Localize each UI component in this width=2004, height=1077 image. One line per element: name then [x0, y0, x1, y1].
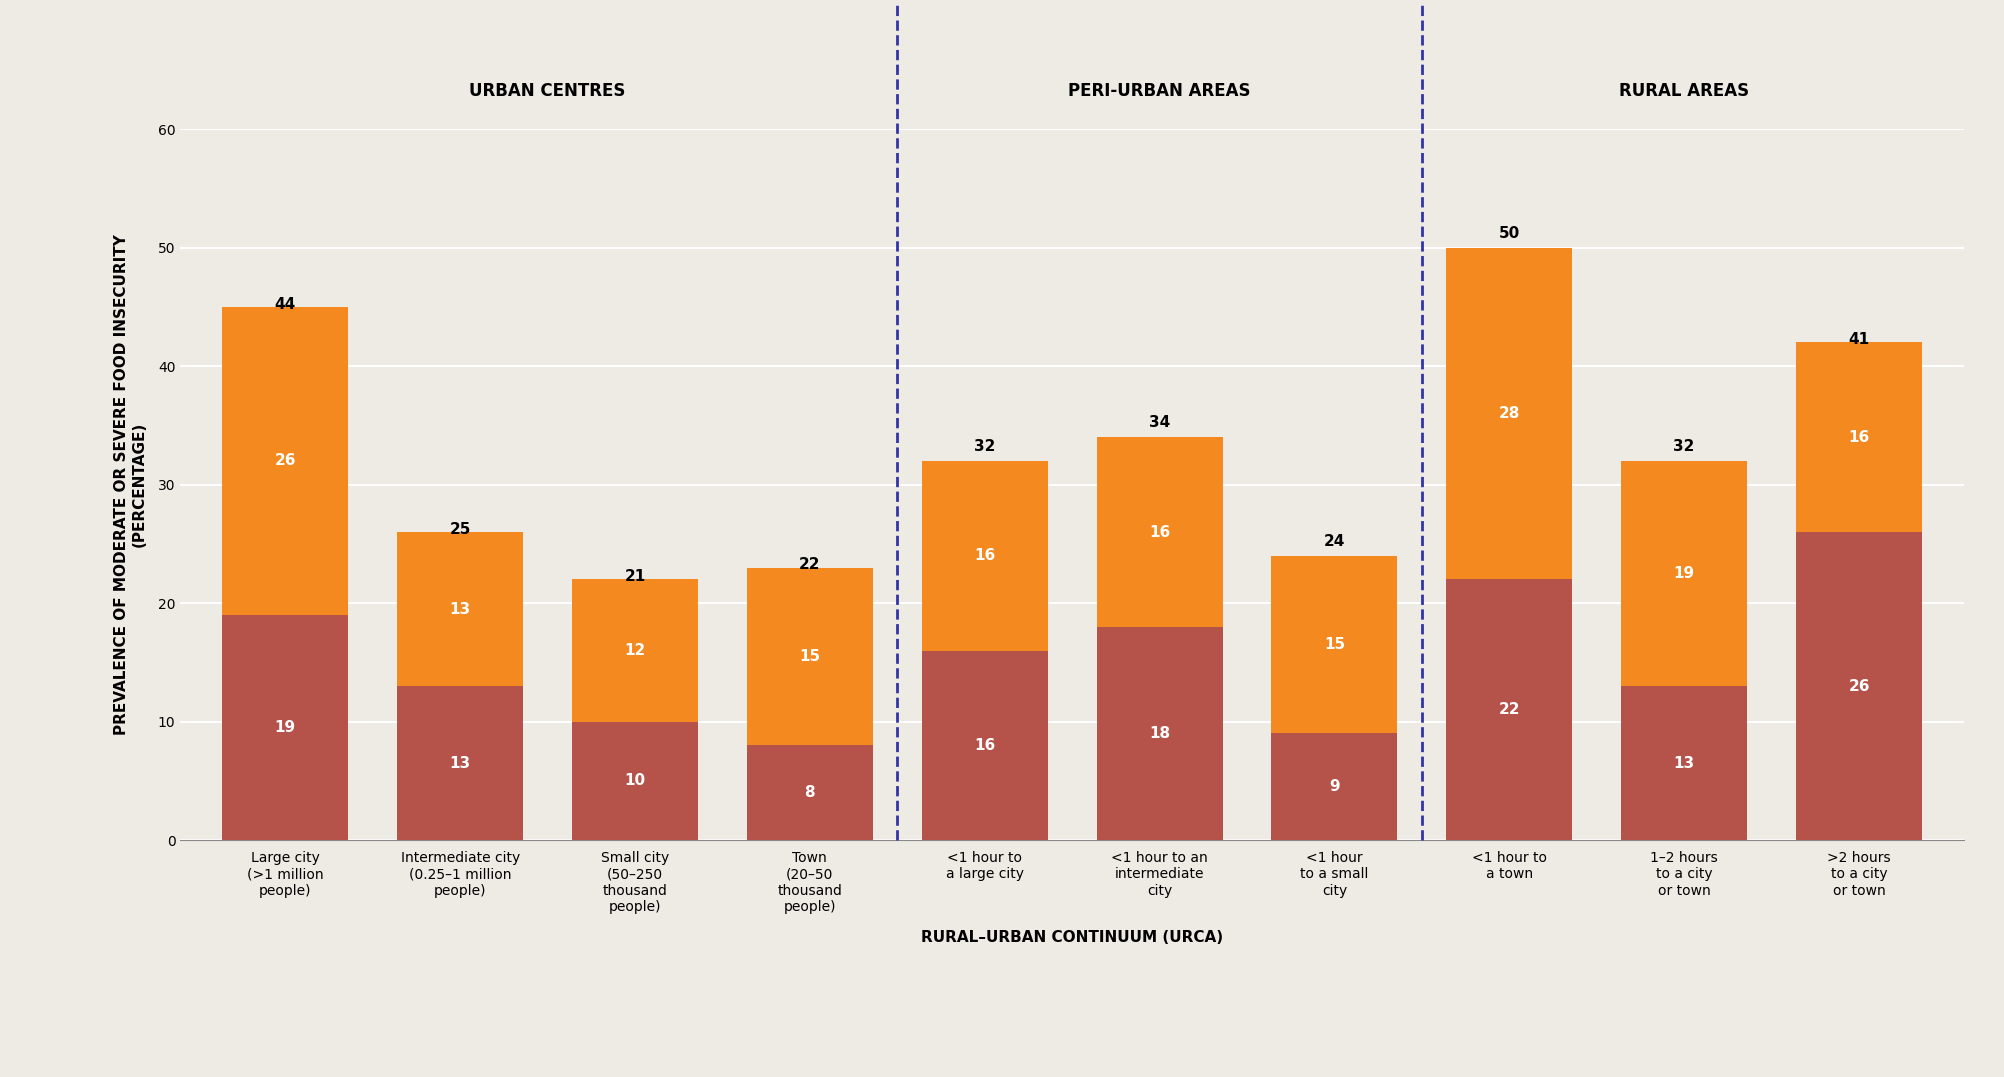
Bar — [1621, 461, 1747, 686]
Text: 18: 18 — [1148, 726, 1170, 741]
Bar — [1796, 532, 1922, 840]
Text: 50: 50 — [1499, 225, 1519, 240]
Text: 25: 25 — [449, 521, 471, 536]
Text: 21: 21 — [625, 569, 645, 584]
Bar — [397, 532, 523, 686]
Bar — [1096, 437, 1222, 627]
Text: 15: 15 — [1325, 638, 1345, 652]
Y-axis label: PREVALENCE OF MODERATE OR SEVERE FOOD INSECURITY
(PERCENTAGE): PREVALENCE OF MODERATE OR SEVERE FOOD IN… — [114, 234, 146, 736]
Bar — [1447, 248, 1573, 579]
Bar — [922, 461, 1048, 651]
Bar — [571, 722, 697, 840]
Bar — [571, 579, 697, 722]
Bar — [397, 686, 523, 840]
Bar — [747, 745, 874, 840]
Text: 41: 41 — [1848, 332, 1870, 347]
Text: 16: 16 — [974, 738, 996, 753]
Bar — [1621, 686, 1747, 840]
Text: PERI-URBAN AREAS: PERI-URBAN AREAS — [1068, 82, 1250, 99]
Text: 13: 13 — [1673, 756, 1695, 770]
Bar — [222, 307, 349, 615]
Text: 32: 32 — [974, 438, 996, 453]
Bar — [222, 615, 349, 840]
Text: 15: 15 — [800, 649, 820, 663]
Text: 19: 19 — [1673, 567, 1695, 581]
Text: 13: 13 — [449, 602, 471, 616]
Text: 13: 13 — [449, 756, 471, 770]
Text: 16: 16 — [1848, 430, 1870, 445]
Text: 28: 28 — [1499, 406, 1519, 421]
Text: 16: 16 — [1148, 524, 1170, 540]
Text: 9: 9 — [1329, 780, 1341, 794]
X-axis label: RURAL–URBAN CONTINUUM (URCA): RURAL–URBAN CONTINUUM (URCA) — [922, 931, 1222, 946]
Text: 16: 16 — [974, 548, 996, 563]
Bar — [1096, 627, 1222, 840]
Text: 8: 8 — [804, 785, 816, 800]
Text: 26: 26 — [1848, 679, 1870, 694]
Bar — [922, 651, 1048, 840]
Text: 44: 44 — [275, 296, 297, 311]
Text: 12: 12 — [625, 643, 645, 658]
Text: 19: 19 — [275, 721, 297, 735]
Text: 26: 26 — [275, 453, 297, 468]
Text: 22: 22 — [1499, 702, 1521, 717]
Text: 10: 10 — [625, 773, 645, 788]
Bar — [1271, 733, 1397, 840]
Text: RURAL AREAS: RURAL AREAS — [1619, 82, 1749, 99]
Text: 34: 34 — [1148, 415, 1170, 430]
Bar — [1271, 556, 1397, 733]
Text: 32: 32 — [1673, 438, 1695, 453]
Bar — [1796, 342, 1922, 532]
Bar — [747, 568, 874, 745]
Text: URBAN CENTRES: URBAN CENTRES — [469, 82, 625, 99]
Text: 24: 24 — [1325, 533, 1345, 548]
Bar — [1447, 579, 1573, 840]
Text: 22: 22 — [800, 557, 820, 572]
